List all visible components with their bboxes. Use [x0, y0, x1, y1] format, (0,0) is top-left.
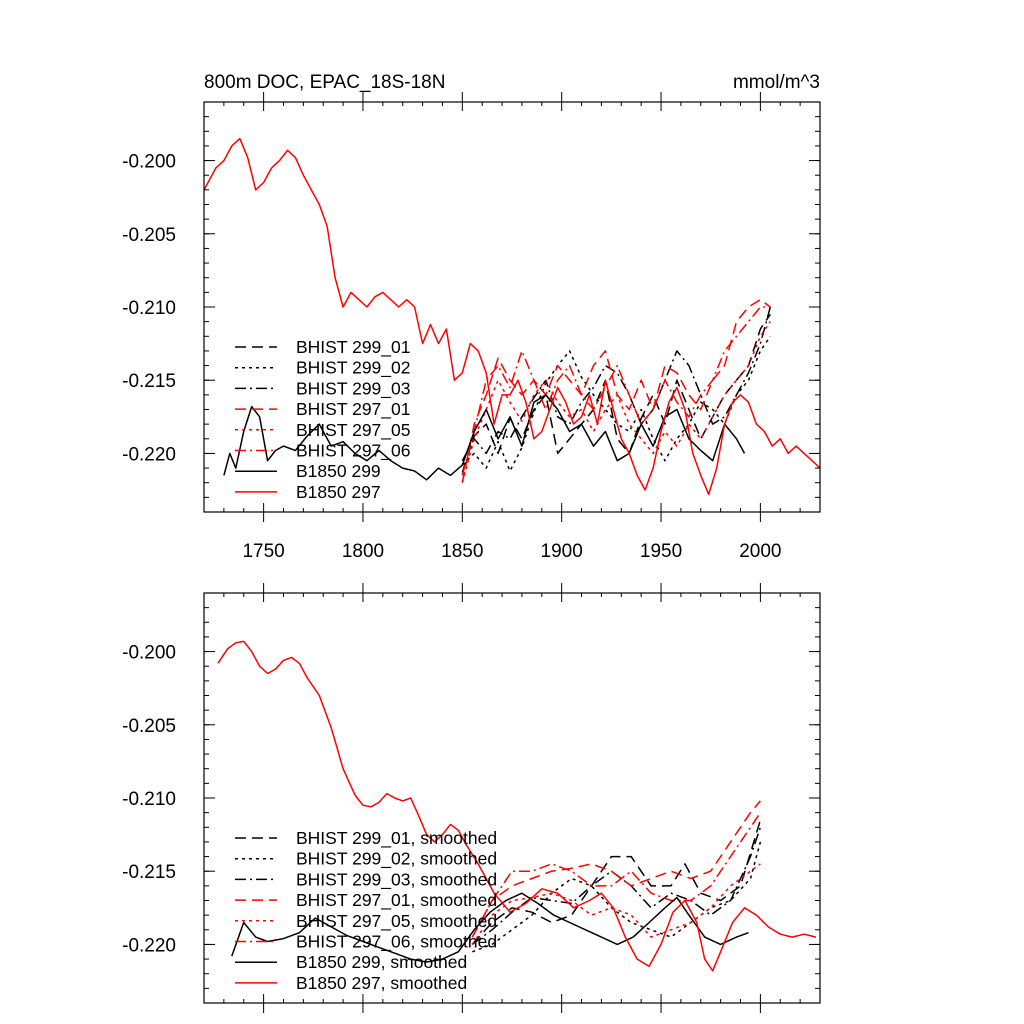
top-panel-raw: 1750 1800 1850 1900 1950 2000 -0.200 -0.205 -0.2…: [122, 92, 821, 562]
series-line-1: [461, 313, 771, 473]
series-line-2: [472, 841, 762, 953]
series-line-6: [471, 812, 762, 938]
x-tick-label: 1850: [441, 541, 483, 562]
legend-label: B1850 297: [296, 482, 381, 502]
legend-label: B1850 299, smoothed: [296, 952, 467, 972]
series-line-1: [471, 819, 762, 945]
legend-label: BHIST 297_01, smoothed: [296, 890, 497, 911]
series-line-5: [471, 863, 761, 945]
x-tick-label: 1900: [541, 541, 583, 562]
y-tick-label: -0.220: [122, 935, 176, 956]
legend-label: BHIST 297_05, smoothed: [296, 911, 497, 932]
series-line-8: [217, 640, 817, 972]
x-tick-label: 2000: [739, 541, 781, 562]
x-tick-label: 1950: [640, 541, 682, 562]
legend-label: BHIST 299_01: [296, 337, 410, 358]
y-tick-label: -0.205: [122, 225, 176, 246]
y-tick-label: -0.200: [122, 152, 176, 173]
legend-label: BHIST 299_03, smoothed: [296, 869, 497, 890]
legend-label: BHIST 297_01: [296, 399, 410, 420]
x-tick-label: 1750: [242, 541, 284, 562]
y-tick-label: -0.215: [122, 862, 176, 883]
series-line-4: [461, 298, 771, 483]
series-line-6: [461, 306, 771, 476]
x-tick-label: 1800: [342, 541, 384, 562]
legend-label: BHIST 299_02, smoothed: [296, 849, 497, 870]
legend-label: B1850 299: [296, 461, 381, 481]
series-line-5: [461, 321, 771, 483]
chart-title: 800m DOC, EPAC_18S-18N: [204, 72, 445, 93]
series-line-7: [231, 892, 749, 963]
y-tick-label: -0.200: [122, 643, 176, 664]
legend-label: B1850 297, smoothed: [296, 973, 467, 993]
y-tick-label: -0.215: [122, 371, 176, 392]
chart-units: mmol/m^3: [733, 72, 820, 93]
bottom-panel-smoothed: -0.200 -0.205 -0.210 -0.215 -0.220 BHIST 299_…: [122, 583, 821, 1013]
y-tick-label: -0.210: [122, 789, 176, 810]
legend-label: BHIST 297_06, smoothed: [296, 932, 497, 953]
series-line-3: [461, 306, 772, 462]
legend-label: BHIST 299_03: [296, 378, 410, 399]
y-tick-label: -0.220: [122, 444, 176, 465]
series-line-2: [461, 335, 771, 472]
legend-label: BHIST 299_02: [296, 358, 410, 379]
series-line-4: [471, 800, 761, 938]
series-line-8: [204, 137, 820, 496]
legend-label: BHIST 297_06: [296, 441, 410, 462]
y-tick-label: -0.205: [122, 716, 176, 737]
series-line-7: [223, 394, 746, 481]
legend-label: BHIST 297_05: [296, 420, 410, 441]
legend-label: BHIST 299_01, smoothed: [296, 828, 497, 849]
y-tick-label: -0.210: [122, 298, 176, 319]
